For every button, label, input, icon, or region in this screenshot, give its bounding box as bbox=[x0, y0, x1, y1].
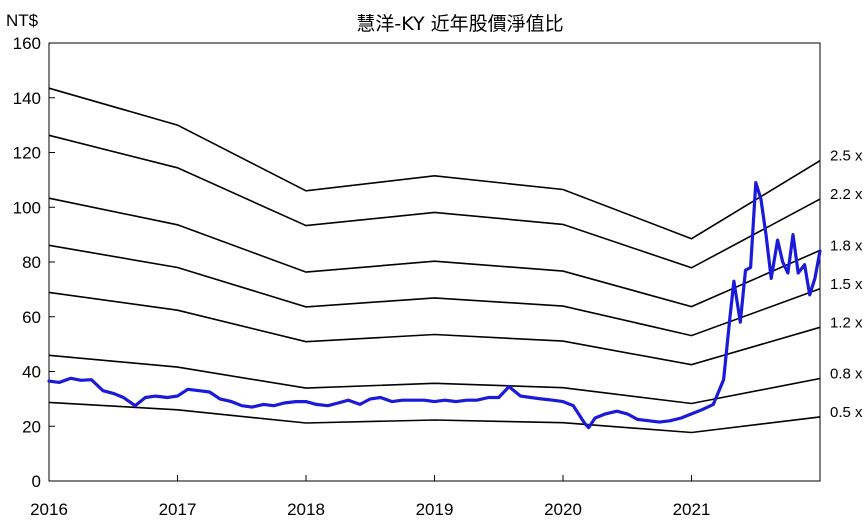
price-line bbox=[47, 181, 822, 430]
x-tick-label: 2019 bbox=[416, 500, 454, 519]
pbr-band-line bbox=[48, 134, 821, 269]
pbr-band-label: 1.5 x bbox=[830, 276, 863, 293]
chart-title: 慧洋-KY 近年股價淨值比 bbox=[356, 13, 563, 35]
pbr-band-line bbox=[48, 87, 821, 240]
pbr-band-line bbox=[48, 244, 821, 337]
pbr-band-line bbox=[48, 197, 821, 308]
y-tick-label: 80 bbox=[22, 253, 41, 272]
y-axis-unit: NT$ bbox=[6, 11, 39, 30]
pbr-band-label: 0.5 x bbox=[830, 404, 863, 421]
x-tick-label: 2017 bbox=[159, 500, 197, 519]
pbr-band-line bbox=[48, 291, 821, 366]
y-tick-label: 40 bbox=[22, 363, 41, 382]
x-tick-label: 2018 bbox=[287, 500, 325, 519]
pbr-band-line bbox=[48, 401, 821, 434]
pbr-band-label: 1.2 x bbox=[830, 314, 863, 331]
pbr-band-line bbox=[48, 354, 821, 405]
pbr-band-label: 1.8 x bbox=[830, 237, 863, 254]
y-tick-label: 160 bbox=[13, 34, 41, 53]
pbr-bands bbox=[48, 87, 821, 434]
y-tick-label: 20 bbox=[22, 417, 41, 436]
y-axis: 0 20 40 60 80 100 120 140 160 bbox=[13, 34, 55, 491]
x-tick-label: 2016 bbox=[30, 500, 68, 519]
pbr-band-label: 2.2 x bbox=[830, 186, 863, 203]
pbr-band-label: 2.5 x bbox=[830, 148, 863, 165]
x-tick-label: 2021 bbox=[673, 500, 711, 519]
y-tick-label: 60 bbox=[22, 308, 41, 327]
y-tick-label: 0 bbox=[32, 472, 41, 491]
pbr-band-labels: 0.5 x 0.8 x 1.2 x 1.5 x 1.8 x 2.2 x 2.5 x bbox=[830, 148, 863, 421]
pbr-band-label: 0.8 x bbox=[830, 366, 863, 383]
y-tick-label: 120 bbox=[13, 144, 41, 163]
y-tick-label: 140 bbox=[13, 89, 41, 108]
x-axis: 2016 2017 2018 2019 2020 2021 bbox=[30, 475, 710, 519]
y-tick-label: 100 bbox=[13, 198, 41, 217]
x-tick-label: 2020 bbox=[544, 500, 582, 519]
price-series bbox=[47, 181, 822, 430]
